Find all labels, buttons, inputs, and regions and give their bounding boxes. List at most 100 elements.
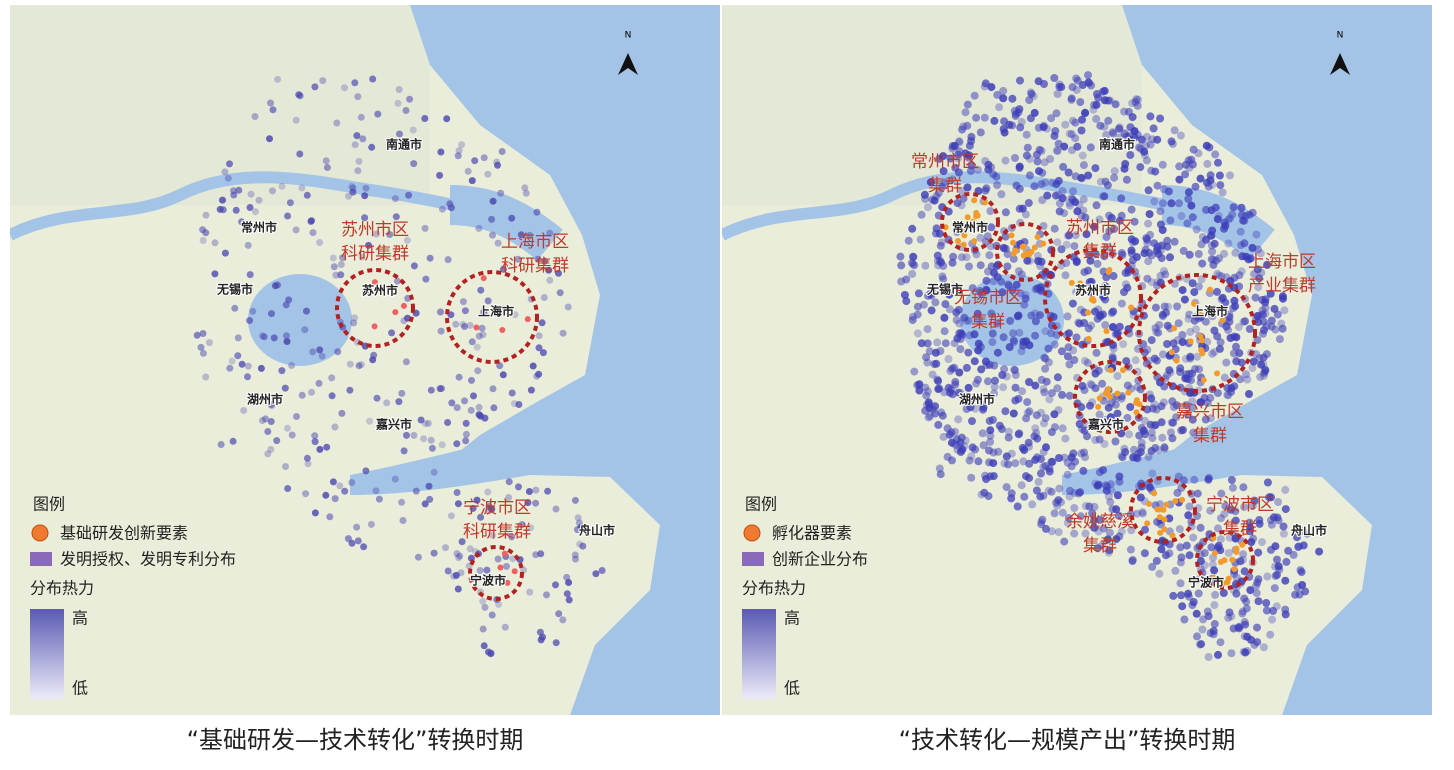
- heat-dot: [921, 406, 930, 415]
- heat-dot: [361, 214, 369, 222]
- heat-dot: [1225, 310, 1234, 319]
- heat-dot: [1278, 324, 1287, 333]
- heat-dot: [1267, 520, 1276, 529]
- heat-dot: [1188, 213, 1197, 222]
- heat-dot: [1196, 398, 1205, 407]
- heat-dot: [1127, 205, 1136, 214]
- heat-dot: [1204, 474, 1213, 483]
- heat-dot: [1058, 187, 1067, 195]
- heat-dot: [1154, 446, 1163, 455]
- heat-dot: [337, 261, 345, 268]
- heat-dot: [950, 141, 959, 150]
- heat-dot: [1232, 356, 1241, 365]
- heat-dot: [526, 588, 534, 596]
- heat-dot: [1146, 112, 1155, 121]
- city-label: 上海市: [1192, 304, 1228, 319]
- heat-dot: [565, 596, 573, 604]
- heat-dot: [1224, 215, 1233, 224]
- heat-dot: [1154, 328, 1163, 337]
- heat-dot: [1150, 421, 1159, 430]
- heat-dot: [921, 383, 930, 392]
- heat-dot: [1256, 249, 1265, 258]
- heat-dot: [1045, 467, 1054, 476]
- heat-dot: [965, 141, 974, 150]
- heat-dot: [271, 282, 279, 290]
- heat-dot: [430, 468, 438, 476]
- heat-dot: [1091, 164, 1100, 173]
- heat-dot: [442, 544, 449, 552]
- city-label: 湖州市: [247, 392, 283, 407]
- heat-dot: [574, 526, 581, 534]
- heat-dot: [1011, 366, 1020, 375]
- heat-dot: [1057, 245, 1066, 254]
- heat-dot: [1053, 146, 1061, 155]
- heat-dot: [230, 187, 237, 195]
- heat-dot: [1030, 108, 1039, 117]
- heat-dot: [322, 157, 330, 165]
- element-dot: [958, 220, 965, 227]
- heat-dot: [1018, 204, 1027, 213]
- heat-dot: [1251, 496, 1259, 505]
- heat-dot: [543, 591, 550, 599]
- heat-dot: [1140, 549, 1149, 558]
- heat-dot: [485, 503, 493, 510]
- element-dot: [1008, 232, 1015, 239]
- heat-dot: [1050, 340, 1059, 349]
- heat-dot: [1254, 575, 1263, 584]
- heat-dot: [924, 398, 933, 407]
- heat-dot: [278, 367, 286, 375]
- element-dot: [1024, 250, 1031, 257]
- heat-dot: [1079, 466, 1088, 475]
- heat-dot: [923, 203, 932, 212]
- heat-dot: [1216, 535, 1225, 544]
- heat-dot: [1111, 437, 1120, 446]
- heat-dot: [1176, 131, 1185, 140]
- heat-dot: [987, 223, 996, 232]
- heat-dot: [940, 313, 949, 322]
- heat-dot: [1241, 317, 1249, 326]
- heat-dot: [1126, 151, 1135, 159]
- heat-dot: [1053, 501, 1062, 510]
- heat-dot: [1092, 100, 1101, 109]
- heat-dot: [1058, 508, 1067, 517]
- heat-dot: [1088, 509, 1097, 518]
- heat-dot: [1163, 242, 1172, 251]
- heat-dot: [989, 472, 998, 481]
- heat-dot: [285, 296, 293, 304]
- heat-dot: [487, 649, 495, 657]
- heat-dot: [403, 236, 411, 244]
- heat-dot: [1249, 534, 1258, 543]
- heat-dot: [1121, 160, 1130, 168]
- cluster-circle: [995, 222, 1055, 282]
- element-dot: [1206, 286, 1213, 293]
- heat-dot: [1207, 543, 1216, 552]
- heat-dot: [1136, 144, 1145, 153]
- heat-dot: [1200, 549, 1209, 557]
- heat-dot: [1117, 527, 1126, 536]
- heat-dot: [1175, 525, 1184, 534]
- heat-dot: [532, 499, 540, 507]
- heat-dot: [479, 597, 487, 605]
- heat-dot: [1109, 344, 1118, 353]
- heat-dot: [1126, 545, 1135, 554]
- heat-dot: [930, 360, 939, 369]
- heat-dot: [964, 383, 973, 392]
- heat-dot: [1110, 173, 1119, 182]
- heat-dot: [1184, 511, 1193, 520]
- heat-dot: [477, 513, 485, 521]
- heat-dot: [311, 438, 319, 446]
- heat-dot: [1184, 188, 1193, 197]
- heat-dot: [264, 428, 272, 435]
- heat-dot: [372, 487, 380, 495]
- element-dot: [1020, 243, 1027, 250]
- heat-dot: [1163, 321, 1172, 330]
- north-arrow: [1330, 53, 1350, 75]
- heat-dot: [1145, 483, 1154, 492]
- heat-dot: [1156, 500, 1164, 509]
- heat-dot: [456, 552, 464, 560]
- heat-dot: [1110, 225, 1119, 233]
- heat-dot: [1057, 498, 1065, 507]
- heat-dot: [1025, 442, 1033, 451]
- heat-dot: [908, 316, 917, 325]
- heat-dot: [1274, 516, 1283, 525]
